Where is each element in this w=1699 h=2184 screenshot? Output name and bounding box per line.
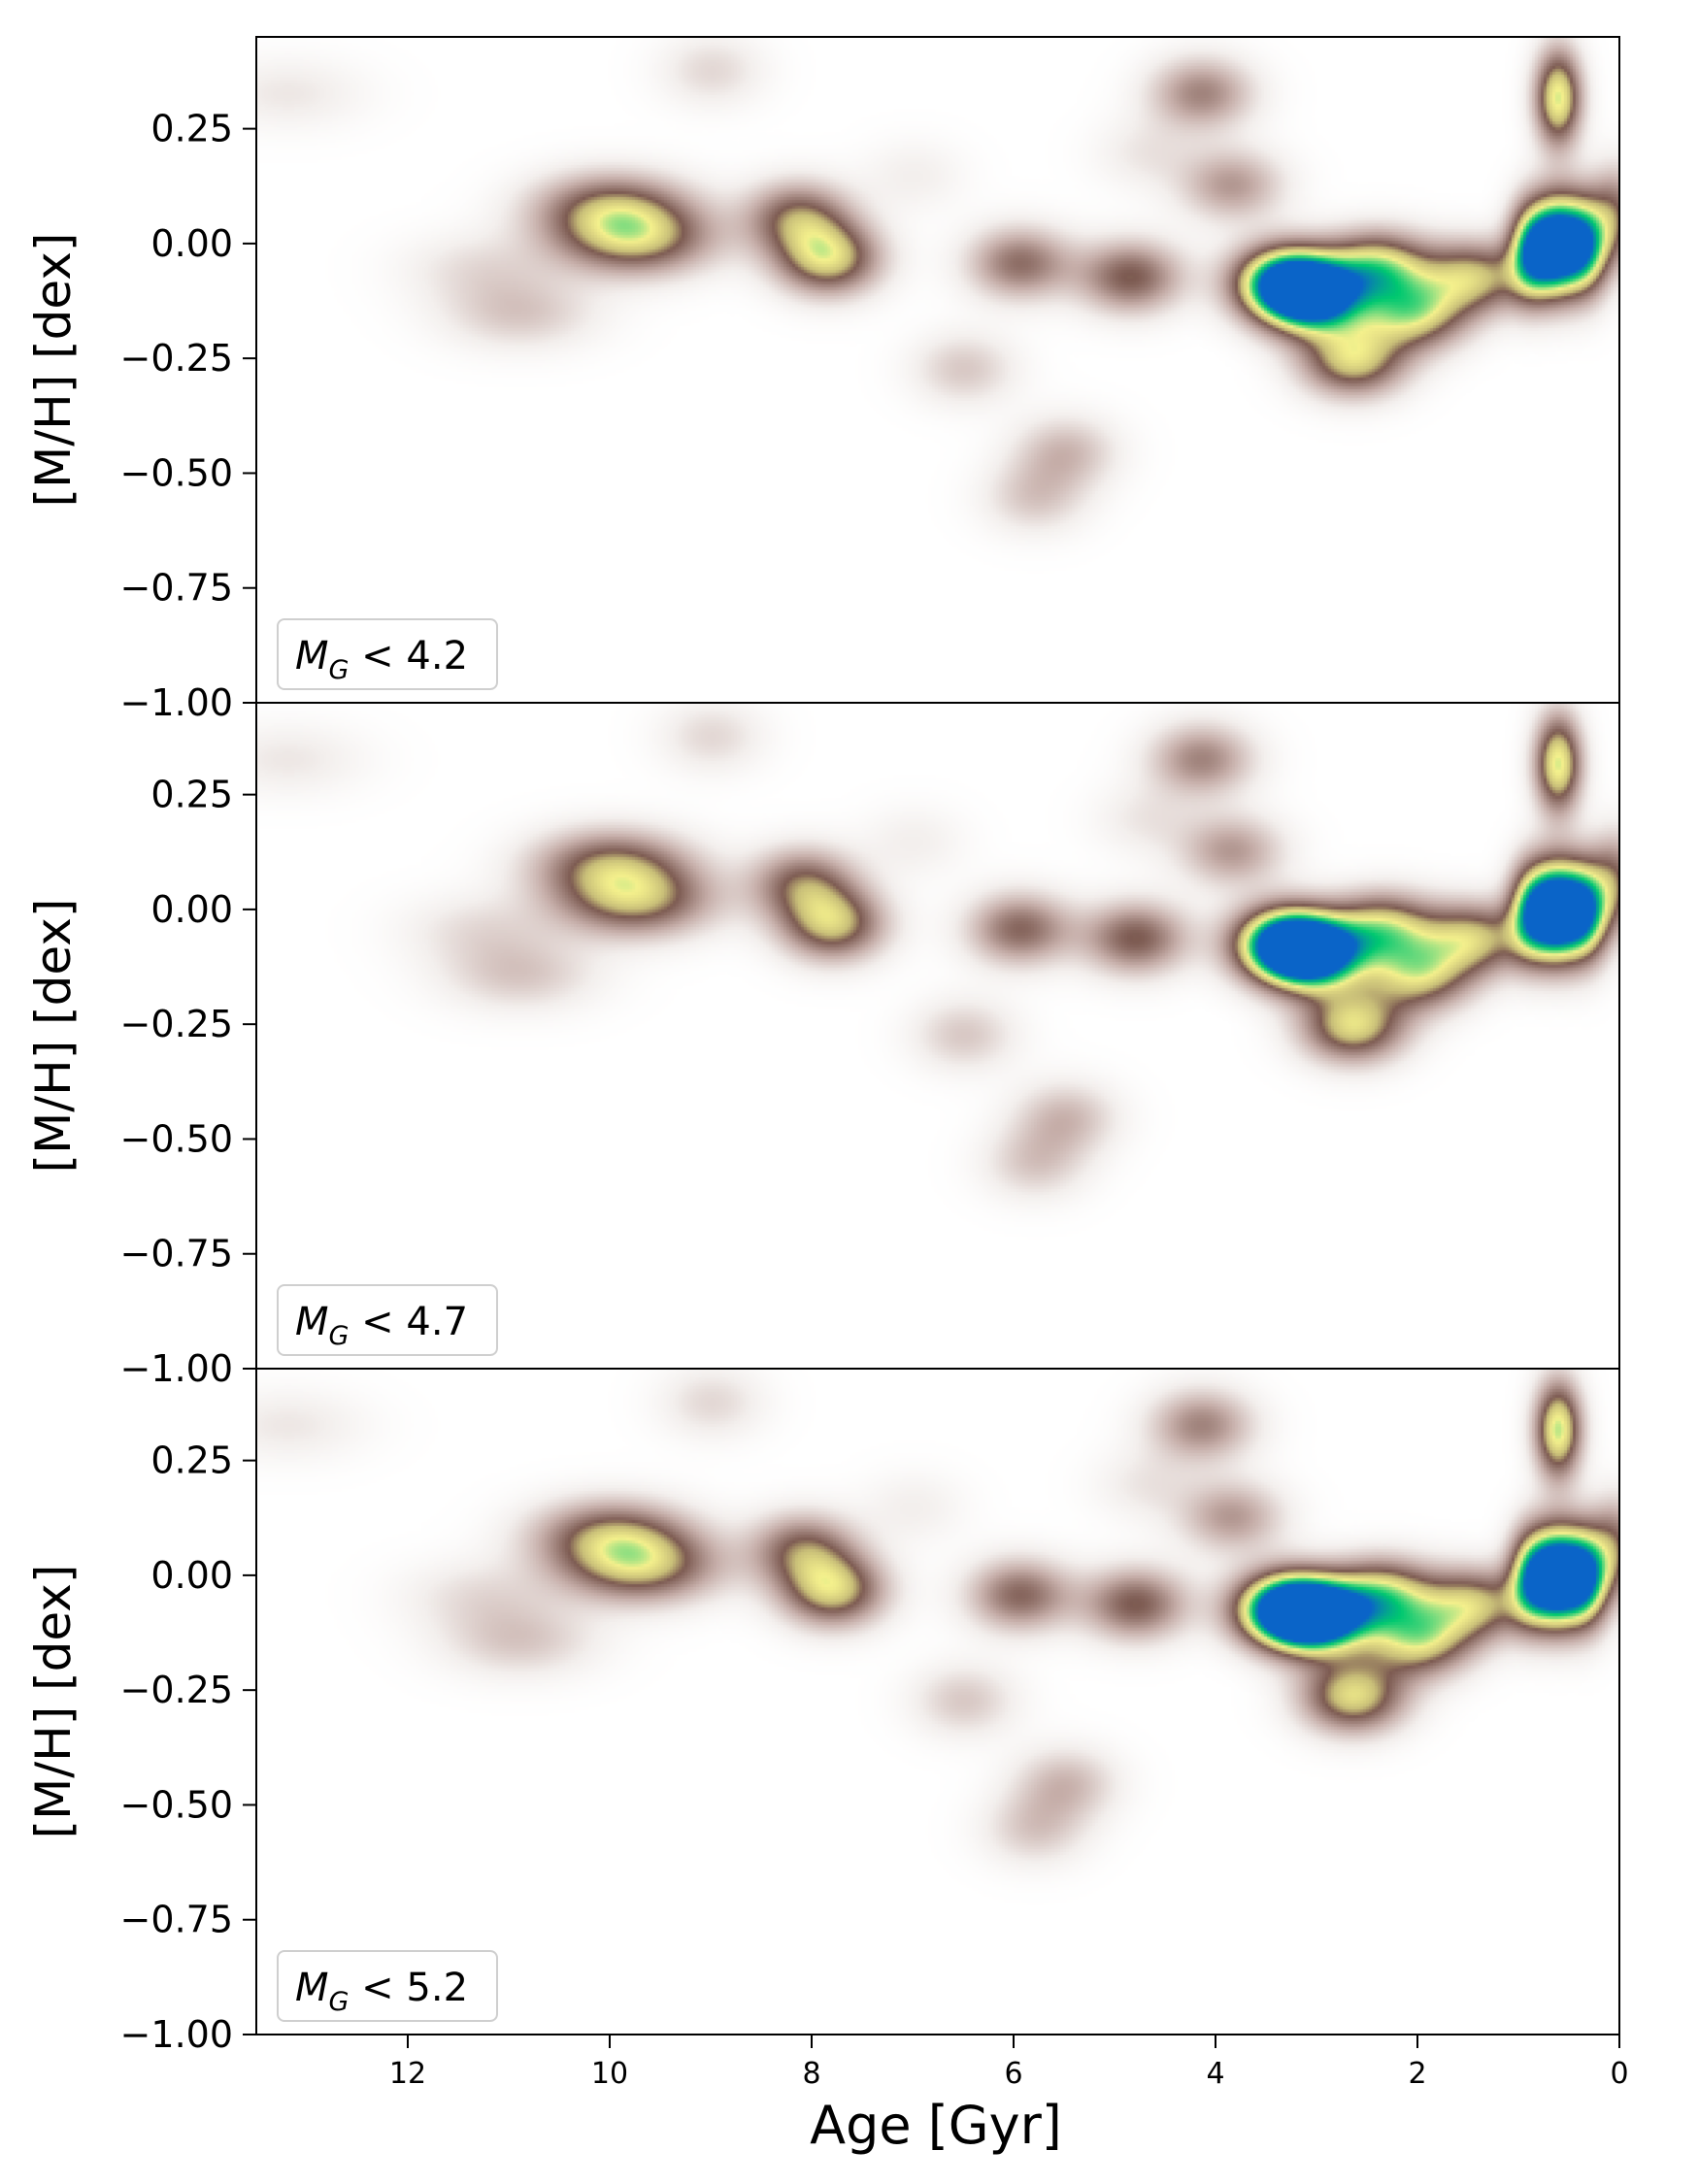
y-tick-label: 0.00 xyxy=(150,222,233,265)
y-tick-label: −0.25 xyxy=(120,1669,233,1711)
y-tick-label: 0.25 xyxy=(150,108,233,150)
y-axis-title: [M/H] [dex] xyxy=(25,899,82,1174)
x-tick-label: 4 xyxy=(1206,2057,1224,2091)
magnitude-cut-label: MG < 5.2 xyxy=(295,1966,468,2017)
annotation-box xyxy=(277,1284,498,1356)
y-tick-label: −0.50 xyxy=(120,1117,233,1160)
panel-frame xyxy=(255,1368,1620,2035)
y-tick-label: 0.25 xyxy=(150,774,233,816)
x-tick-label: 12 xyxy=(389,2057,426,2091)
shared-x-axis: Age [Gyr] 12 10 8 6 4 2 0 xyxy=(389,2035,1629,2156)
x-tick-label: 10 xyxy=(591,2057,628,2091)
panel-1: 0.25 0.00 −0.25 −0.50 −0.75 −1.00 [M/H] [dex] M… xyxy=(25,36,1620,724)
y-tick-label: −1.00 xyxy=(120,2013,233,2056)
density-heatmap-2 xyxy=(256,703,1619,1369)
y-tick-label: −0.25 xyxy=(120,1003,233,1045)
annotation-box xyxy=(277,618,498,690)
y-tick-label: −0.50 xyxy=(120,1783,233,1826)
magnitude-cut-label: MG < 4.2 xyxy=(295,634,468,685)
x-axis-title: Age [Gyr] xyxy=(810,2095,1062,2156)
x-tick-label: 0 xyxy=(1610,2057,1628,2091)
annotation-box xyxy=(277,1950,498,2022)
density-heatmap-3 xyxy=(256,1369,1619,2035)
y-tick-label: −0.75 xyxy=(120,1899,233,1941)
density-heatmap-1 xyxy=(256,37,1619,703)
y-tick-label: −1.00 xyxy=(120,1347,233,1390)
y-tick-label: −0.50 xyxy=(120,451,233,494)
y-tick-label: 0.25 xyxy=(150,1439,233,1482)
y-tick-label: 0.00 xyxy=(150,888,233,931)
y-tick-label: −0.75 xyxy=(120,1233,233,1275)
panels: 0.25 0.00 −0.25 −0.50 −0.75 −1.00 [M/H] [dex] M… xyxy=(25,36,1620,2056)
y-tick-label: 0.00 xyxy=(150,1554,233,1597)
y-tick-label: −1.00 xyxy=(120,681,233,724)
y-axis-title: [M/H] [dex] xyxy=(25,233,82,508)
panel-2: 0.25 0.00 −0.25 −0.50 −0.75 −1.00 [M/H] [dex] M… xyxy=(25,702,1620,1390)
panel-3: 0.25 0.00 −0.25 −0.50 −0.75 −1.00 [M/H] [dex] M… xyxy=(25,1368,1620,2056)
x-tick-label: 2 xyxy=(1408,2057,1426,2091)
y-tick-label: −0.25 xyxy=(120,337,233,380)
magnitude-cut-label: MG < 4.7 xyxy=(295,1300,468,1351)
x-tick-label: 8 xyxy=(802,2057,820,2091)
y-tick-label: −0.75 xyxy=(120,567,233,610)
x-tick-label: 6 xyxy=(1004,2057,1022,2091)
y-axis-title: [M/H] [dex] xyxy=(25,1565,82,1839)
